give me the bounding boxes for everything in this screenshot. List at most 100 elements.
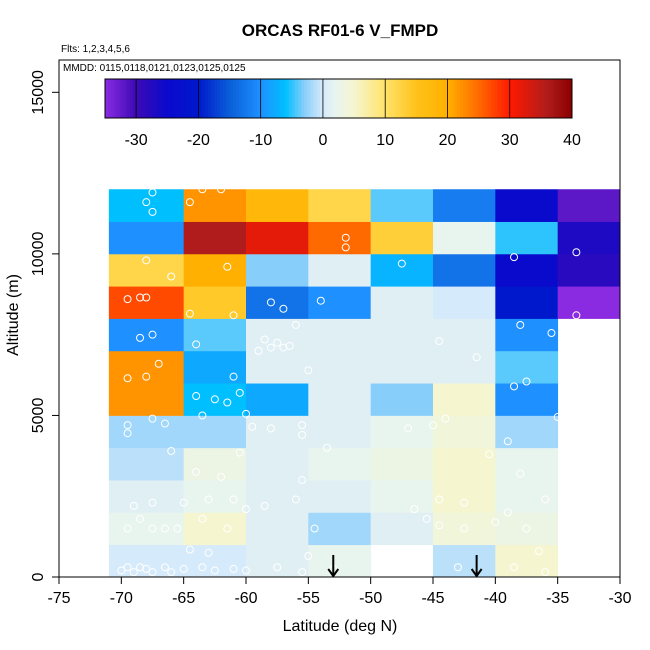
observation-point: [192, 392, 201, 401]
colorbar-swatch: [447, 79, 452, 118]
colorbar-swatch: [307, 79, 311, 118]
colorbar-swatch: [291, 79, 296, 118]
colorbar-swatch: [385, 79, 389, 118]
observation-point: [273, 338, 282, 347]
observation-point: [217, 185, 226, 194]
observation-point: [522, 524, 531, 533]
observation-point: [553, 413, 562, 422]
colorbar-swatch: [245, 79, 249, 118]
heatmap-cell: [183, 415, 247, 449]
y-tick-label: 15000: [30, 70, 47, 115]
observation-point: [341, 233, 350, 242]
colorbar-swatch: [534, 79, 539, 118]
heatmap-cell: [246, 253, 309, 287]
observation-point: [229, 564, 238, 573]
colorbar-swatch: [553, 79, 557, 118]
observation-point: [298, 568, 307, 577]
heatmap-cell: [433, 544, 496, 578]
observation-point: [136, 293, 145, 302]
colorbar-swatch: [136, 79, 140, 118]
observation-point: [534, 547, 543, 556]
heatmap-cell: [246, 512, 309, 546]
colorbar-swatch: [238, 79, 243, 118]
observation-point: [179, 564, 188, 573]
colorbar-swatch: [157, 79, 162, 118]
y-axis: 0 5000 10000 15000: [30, 70, 60, 581]
colorbar-swatch: [472, 79, 476, 118]
heatmap-cell: [495, 383, 559, 416]
observation-point: [167, 272, 176, 281]
colorbar-swatch: [497, 79, 501, 118]
observation-point: [291, 320, 300, 329]
observation-point: [323, 443, 332, 452]
observation-point: [148, 498, 157, 507]
heatmap-cell: [370, 480, 434, 513]
colorbar-swatch: [220, 79, 224, 118]
observation-point: [210, 566, 219, 575]
heatmap-cell: [557, 286, 621, 319]
heatmap-cell: [433, 221, 496, 255]
observation-point: [229, 495, 238, 504]
colorbar-swatch: [435, 79, 439, 118]
colorbar-swatch: [148, 79, 153, 118]
heatmap-cell: [495, 189, 559, 222]
heatmap-cell: [183, 512, 247, 546]
colorbar-swatch: [260, 79, 265, 118]
observation-point: [167, 568, 176, 577]
observation-point: [198, 514, 207, 523]
heatmap-cell: [246, 221, 309, 255]
colorbar-swatch: [341, 79, 346, 118]
observation-point: [404, 424, 413, 433]
colorbar-swatch: [254, 79, 259, 118]
colorbar-swatch: [568, 79, 573, 118]
observation-point: [136, 333, 145, 342]
observation-point: [460, 524, 469, 533]
colorbar-swatch: [301, 79, 305, 118]
colorbar-swatch: [304, 79, 308, 118]
colorbar-swatch: [332, 79, 336, 118]
observation-point: [223, 398, 232, 407]
colorbar-tick-label: -10: [249, 132, 272, 149]
colorbar-swatch: [540, 79, 545, 118]
heatmap-cell: [557, 253, 621, 287]
colorbar-swatch: [223, 79, 227, 118]
colorbar-swatch: [232, 79, 237, 118]
colorbar-swatch: [185, 79, 190, 118]
colorbar-swatch: [481, 79, 486, 118]
observation-point: [192, 340, 201, 349]
observation-point: [185, 198, 194, 207]
colorbar-swatch: [519, 79, 523, 118]
heatmap-cell: [108, 447, 185, 481]
colorbar-swatch: [428, 79, 433, 118]
colorbar-swatch: [257, 79, 262, 118]
colorbar-swatch: [463, 79, 467, 118]
heatmap-cell: [370, 383, 434, 416]
colorbar-swatch: [213, 79, 218, 118]
heatmap-cell: [433, 480, 496, 513]
colorbar-swatch: [126, 79, 131, 118]
observation-point: [429, 421, 437, 430]
observation-point: [142, 256, 151, 265]
colorbar-swatch: [217, 79, 221, 118]
heatmap-cell: [433, 253, 496, 287]
heatmap-cell: [308, 480, 372, 513]
colorbar-swatch: [397, 79, 402, 118]
observation-point: [117, 566, 126, 575]
heatmap-cell: [108, 318, 185, 352]
colorbar-swatch: [537, 79, 542, 118]
observation-point: [142, 564, 151, 573]
observation-point: [516, 469, 525, 478]
heatmap-cell: [246, 286, 309, 319]
observation-point: [123, 563, 132, 572]
observation-point: [129, 501, 138, 510]
colorbar-swatch: [410, 79, 414, 118]
observation-point: [410, 505, 419, 514]
colorbar-tick-label: -20: [187, 132, 210, 149]
colorbar-swatch: [562, 79, 567, 118]
heatmap-cell: [370, 447, 434, 481]
heatmap-cell: [495, 253, 559, 287]
x-tick-label: -35: [546, 590, 569, 607]
colorbar-tick-label: -30: [125, 132, 148, 149]
colorbar-swatch: [248, 79, 252, 118]
